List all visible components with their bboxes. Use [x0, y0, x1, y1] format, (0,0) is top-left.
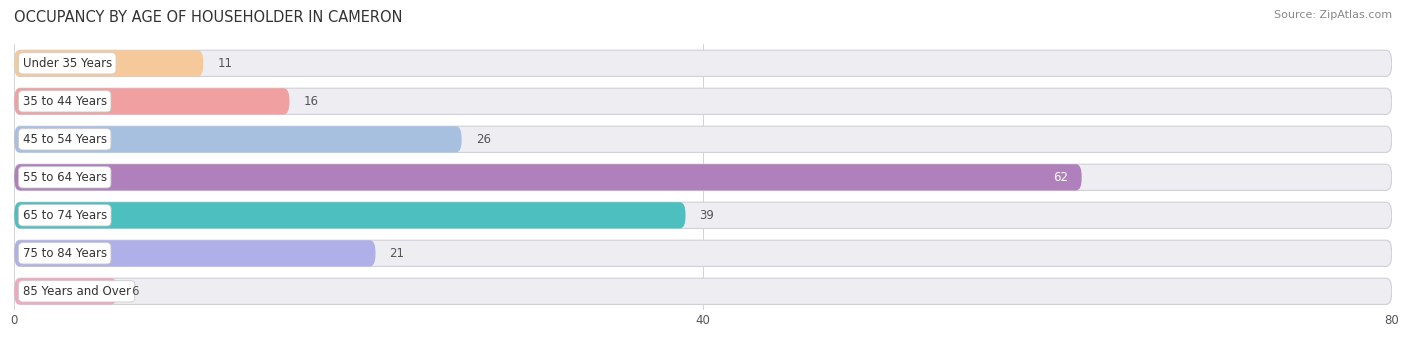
FancyBboxPatch shape [14, 202, 1392, 228]
FancyBboxPatch shape [14, 126, 461, 152]
Text: 75 to 84 Years: 75 to 84 Years [22, 247, 107, 260]
Text: 16: 16 [304, 95, 318, 108]
FancyBboxPatch shape [14, 50, 1392, 76]
Text: Source: ZipAtlas.com: Source: ZipAtlas.com [1274, 10, 1392, 20]
FancyBboxPatch shape [14, 164, 1081, 190]
FancyBboxPatch shape [14, 126, 1392, 152]
Text: 65 to 74 Years: 65 to 74 Years [22, 209, 107, 222]
FancyBboxPatch shape [14, 278, 117, 305]
Text: 11: 11 [218, 57, 232, 70]
Text: 55 to 64 Years: 55 to 64 Years [22, 171, 107, 184]
Text: 45 to 54 Years: 45 to 54 Years [22, 133, 107, 146]
FancyBboxPatch shape [14, 50, 204, 76]
FancyBboxPatch shape [14, 88, 1392, 115]
FancyBboxPatch shape [14, 164, 1392, 190]
FancyBboxPatch shape [14, 240, 1392, 266]
Text: Under 35 Years: Under 35 Years [22, 57, 112, 70]
FancyBboxPatch shape [14, 202, 686, 228]
Text: 62: 62 [1053, 171, 1069, 184]
Text: 35 to 44 Years: 35 to 44 Years [22, 95, 107, 108]
FancyBboxPatch shape [14, 278, 1392, 305]
Text: 6: 6 [131, 285, 139, 298]
Text: OCCUPANCY BY AGE OF HOUSEHOLDER IN CAMERON: OCCUPANCY BY AGE OF HOUSEHOLDER IN CAMER… [14, 10, 402, 25]
Text: 85 Years and Over: 85 Years and Over [22, 285, 131, 298]
Text: 26: 26 [475, 133, 491, 146]
Text: 21: 21 [389, 247, 405, 260]
Text: 39: 39 [700, 209, 714, 222]
FancyBboxPatch shape [14, 88, 290, 115]
FancyBboxPatch shape [14, 240, 375, 266]
